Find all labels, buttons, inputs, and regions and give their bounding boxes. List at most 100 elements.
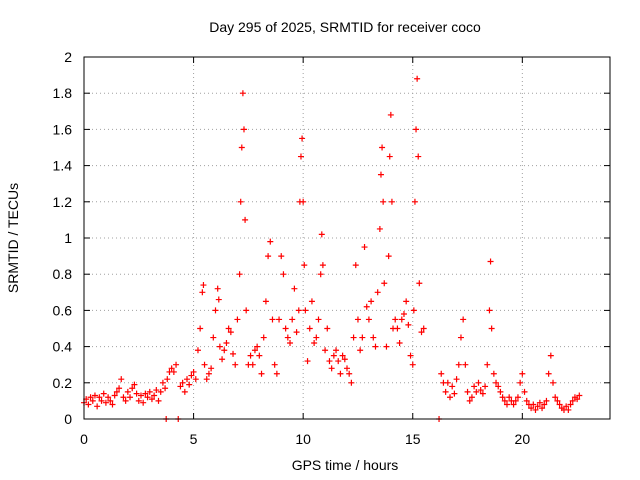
data-point	[361, 244, 368, 251]
data-point	[232, 361, 239, 368]
data-point	[466, 397, 473, 404]
data-point	[273, 370, 280, 377]
data-point	[164, 376, 171, 383]
data-point	[291, 285, 298, 292]
data-point	[344, 365, 350, 372]
y-tick-label: 1	[64, 230, 72, 246]
data-point	[319, 262, 326, 269]
data-point	[221, 347, 228, 354]
data-point	[405, 321, 412, 328]
data-point	[475, 379, 482, 386]
data-point	[449, 383, 456, 390]
data-point	[484, 361, 491, 368]
data-point	[124, 388, 131, 395]
data-point	[289, 316, 296, 323]
data-point	[486, 307, 493, 314]
data-point	[510, 401, 517, 408]
data-point	[501, 397, 508, 404]
data-point	[545, 370, 552, 377]
data-point	[479, 390, 486, 397]
data-point	[227, 329, 234, 336]
data-point	[188, 372, 195, 379]
data-point	[514, 394, 521, 401]
data-point	[239, 90, 246, 97]
data-point	[318, 231, 325, 238]
data-point	[341, 356, 348, 363]
data-point	[91, 392, 98, 399]
points-layer	[81, 75, 583, 422]
data-point	[260, 334, 267, 341]
data-point	[122, 397, 129, 404]
data-point	[293, 329, 300, 336]
data-point	[451, 390, 458, 397]
data-point	[335, 358, 342, 365]
data-point	[383, 343, 390, 350]
data-point	[205, 370, 212, 377]
data-point	[400, 311, 407, 318]
data-point	[326, 358, 333, 365]
data-point	[394, 325, 401, 332]
data-point	[339, 352, 346, 359]
x-tick-label: 15	[405, 431, 421, 447]
data-point	[374, 289, 381, 296]
data-point	[284, 334, 291, 341]
data-point	[447, 394, 454, 401]
data-point	[385, 253, 392, 260]
data-point	[242, 216, 249, 223]
data-point	[177, 383, 184, 390]
data-point	[230, 350, 237, 357]
y-tick-label: 1.6	[53, 121, 73, 137]
data-point	[442, 388, 449, 395]
data-point	[300, 198, 307, 205]
data-point	[194, 347, 201, 354]
data-point	[98, 397, 105, 404]
data-point	[127, 394, 134, 401]
data-point	[208, 365, 215, 372]
data-point	[499, 394, 506, 401]
data-point	[170, 368, 177, 375]
data-point	[521, 388, 528, 395]
data-point	[197, 325, 204, 332]
data-point	[477, 387, 484, 394]
data-point	[365, 316, 372, 323]
data-point	[223, 339, 230, 346]
data-point	[162, 385, 169, 392]
data-point	[190, 368, 197, 375]
grid-layer	[84, 57, 610, 419]
data-point	[490, 370, 497, 377]
data-point	[159, 379, 166, 386]
data-point	[311, 339, 318, 346]
data-point	[256, 352, 263, 359]
data-point	[276, 316, 283, 323]
data-point	[528, 405, 535, 412]
data-point	[168, 365, 175, 372]
y-tick-label: 0.6	[53, 302, 73, 318]
chart-title: Day 295 of 2025, SRMTID for receiver coc…	[209, 19, 481, 35]
data-point	[415, 153, 422, 160]
data-point	[368, 298, 375, 305]
data-point	[118, 376, 125, 383]
plot-border	[83, 56, 611, 420]
x-axis-title: GPS time / hours	[292, 457, 399, 473]
data-point	[416, 280, 423, 287]
data-point	[258, 370, 265, 377]
data-point	[534, 403, 541, 410]
data-point	[407, 352, 414, 359]
y-axis-title: SRMTID / TECUs	[5, 183, 21, 293]
data-point	[214, 285, 221, 292]
data-point	[519, 370, 526, 377]
data-point	[493, 379, 500, 386]
data-point	[536, 399, 543, 406]
data-point	[142, 390, 149, 397]
data-point	[438, 370, 445, 377]
data-point	[387, 111, 394, 118]
data-point	[313, 334, 320, 341]
y-tick-label: 1.2	[53, 194, 73, 210]
data-point	[215, 296, 222, 303]
data-point	[301, 262, 308, 269]
data-point	[410, 307, 417, 314]
data-point	[113, 388, 120, 395]
data-point	[386, 153, 393, 160]
data-point	[411, 198, 418, 205]
data-point	[324, 325, 331, 332]
